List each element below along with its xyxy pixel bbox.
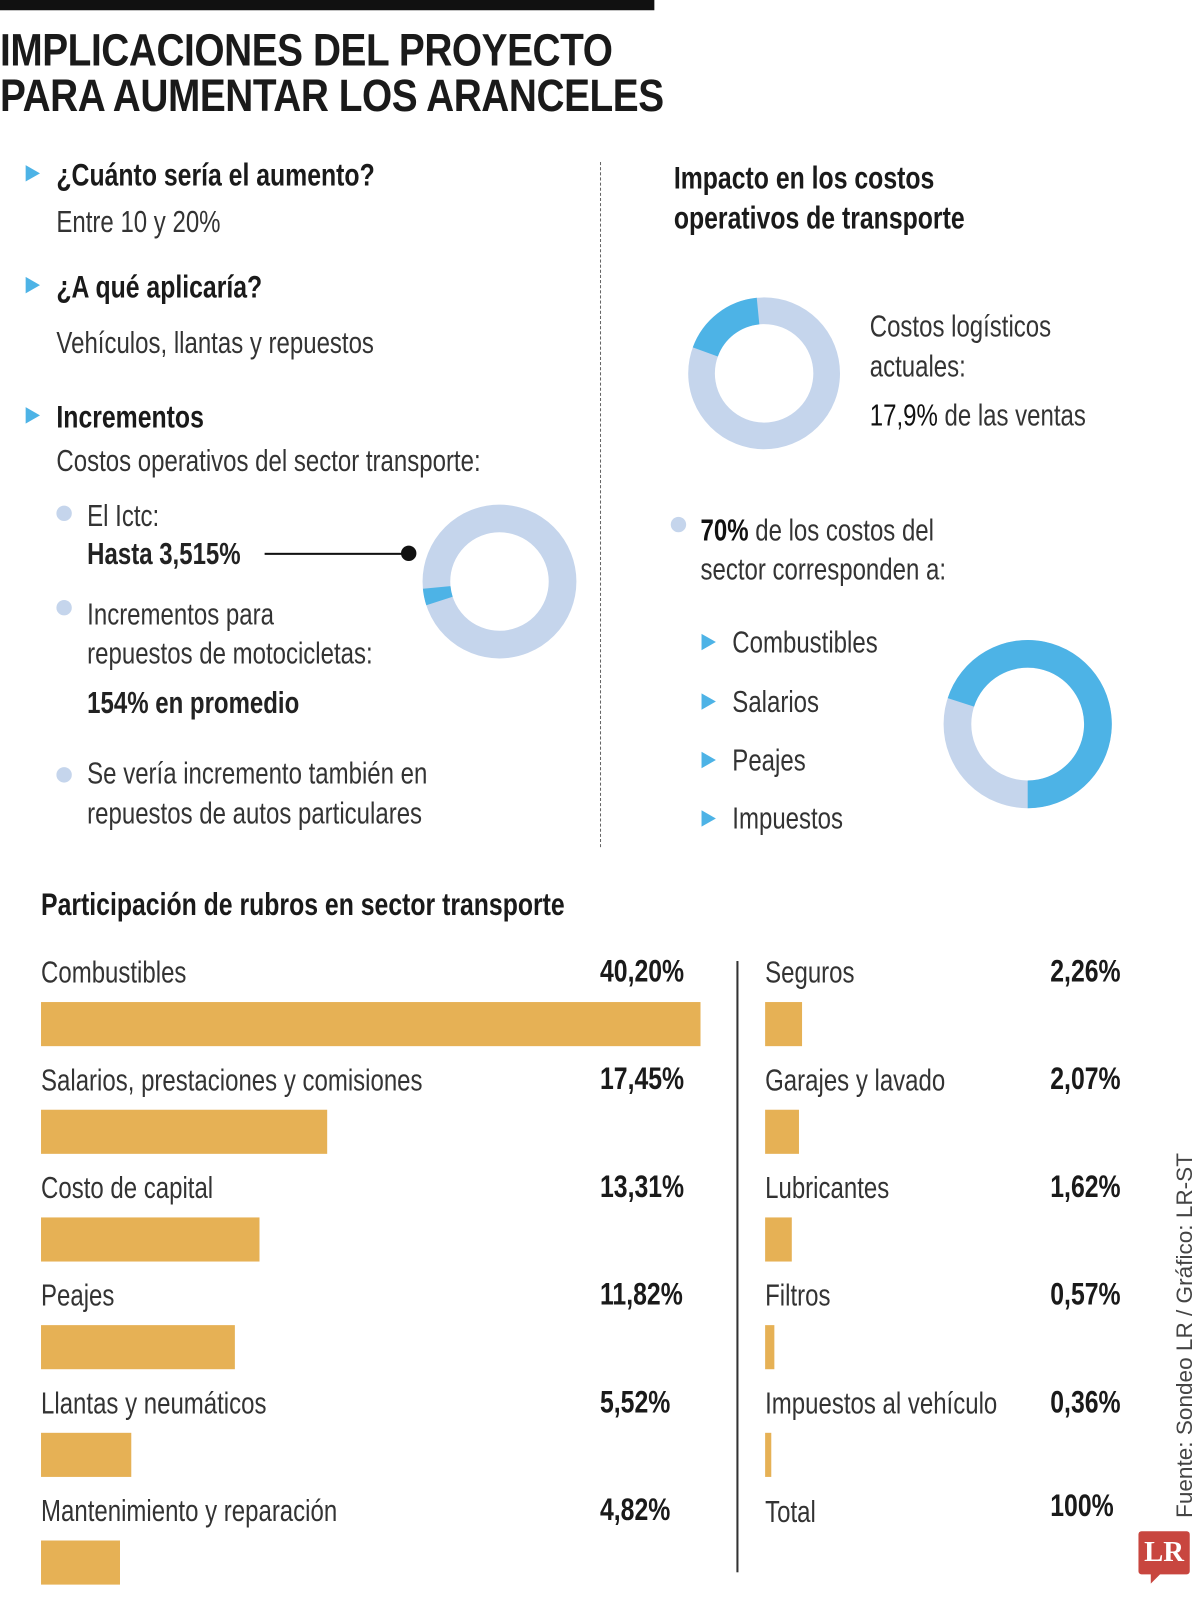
bar (41, 1432, 132, 1477)
bar-value-label: 13,31% (599, 1168, 685, 1205)
leader-line (264, 552, 407, 555)
bar-label: Seguros (765, 955, 855, 990)
donut-logistics (688, 297, 840, 450)
question-increase: ¿Cuánto sería el aumento? (56, 156, 375, 193)
bar-label: Impuestos al vehículo (765, 1386, 998, 1421)
bar (41, 1109, 328, 1154)
bar (41, 1217, 260, 1262)
donut-sector (943, 639, 1112, 809)
share-line-1: 70% de los costos del (701, 513, 934, 550)
autos-line-2: repuestos de autos particulares (87, 796, 423, 831)
bar-value-label: 0,57% (1050, 1275, 1121, 1312)
donut-segment (947, 640, 1112, 809)
share-line-2: sector corresponden a: (700, 552, 946, 587)
bar-label: Costo de capital (41, 1171, 214, 1206)
item-impuestos: Impuestos (732, 802, 844, 836)
bar-value-label: 4,82% (599, 1491, 671, 1528)
lr-logo: LR (1138, 1531, 1190, 1575)
bar-value-label: 5,52% (599, 1383, 671, 1420)
bar-label: Mantenimiento y reparación (41, 1494, 338, 1529)
arrow-icon (701, 810, 716, 827)
bullet-dot (670, 516, 687, 533)
moto-line-2: repuestos de motocicletas: (87, 636, 373, 671)
share-text: de los costos del (748, 513, 934, 548)
donut-layer (422, 297, 1112, 809)
bar-value-label: 17,45% (599, 1060, 685, 1097)
arrow-icon (701, 693, 716, 710)
bar-value-label: 40,20% (599, 952, 685, 989)
donut-segment (422, 585, 453, 606)
total-label: Total (765, 1495, 816, 1530)
bar-label: Combustibles (41, 955, 187, 990)
leader-dot (401, 545, 417, 562)
arrow-icon (25, 276, 40, 294)
bar-label: Salarios, prestaciones y comisiones (41, 1063, 423, 1098)
item-salarios: Salarios (732, 685, 820, 719)
title-line-2: PARA AUMENTAR LOS ARANCELES (0, 70, 664, 122)
bullet-dot (56, 767, 72, 783)
item-combustibles: Combustibles (732, 625, 878, 660)
top-rule (0, 0, 655, 11)
bar (765, 1325, 775, 1370)
bar (41, 1002, 701, 1047)
moto-value: 154% en promedio (87, 686, 300, 720)
arrow-icon (25, 165, 40, 182)
arrow-icon (25, 407, 40, 424)
source-credit: Fuente: Sondeo LR / Gráfico: LR-ST (1171, 1152, 1197, 1518)
chart-divider (736, 961, 738, 1573)
ictc-label: El Ictc: (87, 499, 160, 534)
bar-value-label: 2,07% (1050, 1060, 1121, 1097)
answer-applies: Vehículos, llantas y repuestos (56, 326, 374, 360)
logistics-value: 17,9% (869, 398, 938, 433)
logistics-line-1: Costos logísticos (869, 309, 1052, 344)
logistics-suffix: de las ventas (937, 398, 1086, 433)
title-line-1: IMPLICACIONES DEL PROYECTO (0, 25, 613, 76)
bullet-dot (56, 505, 72, 522)
bar (765, 1109, 800, 1154)
item-peajes: Peajes (732, 743, 806, 778)
bar (41, 1325, 235, 1370)
answer-increase: Entre 10 y 20% (56, 205, 221, 239)
donut-track (688, 297, 840, 450)
bar-value-label: 1,62% (1050, 1168, 1121, 1205)
bar-value-label: 0,36% (1050, 1383, 1121, 1420)
bar-label: Llantas y neumáticos (41, 1386, 267, 1421)
donut-segment (692, 297, 760, 358)
question-applies: ¿A qué aplicaría? (56, 268, 263, 305)
column-divider (599, 162, 602, 848)
bar (41, 1540, 121, 1585)
chart-title: Participación de rubros en sector transp… (41, 886, 565, 923)
logistics-line-2: actuales: (869, 349, 966, 384)
moto-line-1: Incrementos para (87, 597, 274, 632)
bar (765, 1432, 772, 1477)
ictc-value: Hasta 3,515% (87, 537, 241, 572)
impact-heading-2: operativos de transporte (673, 199, 965, 236)
share-value: 70% (700, 513, 749, 548)
bar (765, 1217, 792, 1262)
bar-label: Filtros (765, 1278, 831, 1313)
increments-heading: Incrementos (56, 398, 204, 435)
total-value: 100% (1050, 1487, 1114, 1524)
logistics-value-line: 17,9% de las ventas (870, 398, 1086, 435)
bar-label: Peajes (41, 1278, 115, 1313)
donut-ictc (422, 504, 577, 659)
bar-label: Garajes y lavado (765, 1063, 946, 1098)
bullet-dot (56, 599, 72, 616)
arrow-icon (701, 751, 716, 769)
bar-label: Lubricantes (765, 1171, 890, 1206)
autos-line-1: Se vería incremento también en (87, 756, 428, 791)
increments-subtitle: Costos operativos del sector transporte: (56, 444, 481, 478)
bar (765, 1002, 803, 1047)
impact-heading-1: Impacto en los costos (673, 159, 935, 196)
arrow-icon (701, 633, 716, 651)
logo-tail (1150, 1573, 1162, 1584)
donut-track (422, 504, 577, 659)
bar-value-label: 11,82% (599, 1275, 683, 1312)
bar-value-label: 2,26% (1050, 952, 1121, 989)
